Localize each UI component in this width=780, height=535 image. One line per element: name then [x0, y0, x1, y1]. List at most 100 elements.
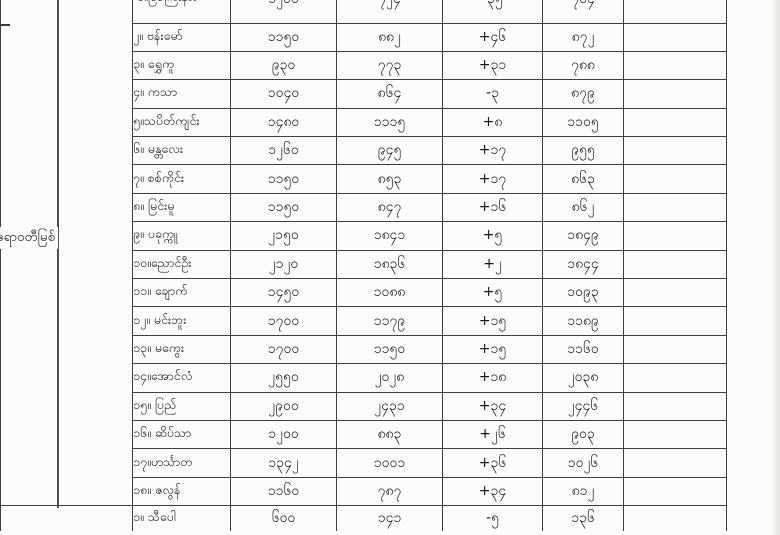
current-level-cell: ၇၇၃: [336, 50, 443, 81]
table-row: ဧရာဝတီမြစ်၁။မြစ်ကြီးနား၁၂၀၀၇၂၄-၃၅၇၀၄: [0, 0, 727, 507]
town-cell: ၁။မြစ်ကြီးနား: [132, 0, 231, 24]
water-level-table: ဧရာဝတီမြစ်၁။မြစ်ကြီးနား၁၂၀၀၇၂၄-၃၅၇၀၄၂။ ဗ…: [0, 0, 727, 531]
forecast-cell: ၈၁၂: [542, 476, 624, 507]
change-cell: +၅: [442, 278, 543, 308]
town-cell: ၁၈။ ဇလွန်: [132, 476, 231, 507]
forecast-cell: ၁၁၈၉: [542, 306, 624, 336]
empty-remarks-cell: [623, 221, 727, 251]
town-cell: ၇။ စစ်ကိုင်း: [132, 164, 231, 194]
danger-level-cell: ၁၁၅၀: [230, 22, 337, 52]
danger-level-cell: ၁၇၀၀: [230, 334, 337, 365]
empty-remarks-cell: [623, 448, 727, 478]
danger-level-cell-text: ၁၂၀၀: [231, 0, 336, 10]
forecast-cell-text: ၇၀၄: [543, 0, 623, 10]
empty-remarks-cell: [623, 505, 727, 531]
forecast-cell: ၈၇၂: [542, 22, 624, 52]
forecast-cell: ၇၀၄: [542, 0, 624, 24]
town-cell: ၁၀။ညောင်ဦး: [132, 249, 231, 280]
change-cell: +၁၇: [442, 164, 543, 194]
current-level-cell: ၈၅၃: [336, 164, 443, 194]
empty-remarks-cell: [623, 278, 727, 308]
town-cell: ၁၇။ဟင်္သာတ: [132, 448, 231, 478]
danger-level-cell: ၁၀၄၀: [230, 79, 337, 109]
forecast-cell: ၂၀၃၈: [542, 363, 624, 393]
empty-remarks-cell: [623, 50, 727, 81]
empty-remarks-cell: [623, 476, 727, 507]
current-level-cell: ၈၈၂: [336, 22, 443, 52]
table-row: ၂။ ဗန်းမော် ၁၁၅၀ ၈၈၂ +၄၆ ၈၇၂: [1, 22, 727, 52]
empty-remarks-cell: [623, 419, 727, 450]
town-cell-text: ၁။မြစ်ကြီးနား: [133, 0, 230, 8]
current-level-cell: ၇၈၇: [336, 476, 443, 507]
current-level-cell: ၂၄၃၁: [336, 391, 443, 421]
forecast-cell: ၁၈၄၉: [542, 221, 624, 251]
current-level-cell-text: ၇၂၄: [337, 0, 442, 10]
town-cell: ၂။ ဗန်းမော်: [132, 22, 231, 52]
forecast-cell: ၁၁၀၅: [542, 107, 624, 138]
town-cell: ၉။ ပခုက္ကူ: [132, 221, 231, 251]
table-row: ၁၆။ ဆိပ်သာ ၁၂၀၀ ၈၈၃ +၂၆ ၉၀၃: [1, 419, 727, 450]
change-cell: +၁၅: [442, 334, 543, 365]
forecast-cell: ၇၈၈: [542, 50, 624, 81]
empty-remarks-cell: [623, 391, 727, 421]
current-level-cell: ၁၁၁၅: [336, 107, 443, 138]
change-cell-text: -၃၅: [443, 0, 542, 10]
current-level-cell: ၉၄၅: [336, 136, 443, 166]
town-cell: ၁၂။ မင်းဘူး: [132, 306, 231, 336]
danger-level-cell: ၁၃၄၂: [230, 448, 337, 478]
change-cell: +၂၆: [442, 419, 543, 450]
danger-level-cell: ၁၁၅၀: [230, 164, 337, 194]
forecast-cell: ၈၇၉: [542, 79, 624, 109]
town-cell: ၆။ မန္တလေး: [132, 136, 231, 166]
danger-level-cell: ၂၉၀၀: [230, 391, 337, 421]
river-section2-cell: [0, 505, 133, 531]
current-level-cell: ၁၁၇၉: [336, 306, 443, 336]
change-cell: +၂: [442, 249, 543, 280]
table-row: ၁၈။ ဇလွန် ၁၁၆၀ ၇၈၇ +၃၄ ၈၁၂: [1, 476, 727, 507]
current-level-cell: ၁၀၈၈: [336, 278, 443, 308]
danger-level-cell: ၂၅၅၀: [230, 363, 337, 393]
danger-level-cell: ၁၇၀၀: [230, 306, 337, 336]
forecast-cell: ၁၃၆: [542, 505, 624, 531]
town-cell: ၈။ မြင်းမူ: [132, 192, 231, 223]
forecast-cell: ၁၀၂၆: [542, 448, 624, 478]
table-row: ၁။ သီပေါ ၆၀၀ ၁၄၁ -၅ ၁၃၆: [0, 505, 727, 531]
danger-level-cell: ၁၂၀၀: [230, 419, 337, 450]
table-row: ၄။ ကသာ ၁၀၄၀ ၈၆၄ -၃ ၈၇၉: [1, 79, 727, 109]
forecast-cell: ၈၆၃: [542, 164, 624, 194]
river-column-inner-rule: [57, 0, 59, 508]
forecast-cell: ၉၅၅: [542, 136, 624, 166]
current-level-cell: ၈၆၄: [336, 79, 443, 109]
danger-level-cell: ၁၁၆၀: [230, 476, 337, 507]
empty-remarks-cell: [623, 192, 727, 223]
empty-remarks-cell: [623, 0, 727, 24]
town-cell: ၃။ ရွှေကူ: [132, 50, 231, 81]
change-cell: +၃၄: [442, 391, 543, 421]
table-row: ၁၀။ညောင်ဦး ၂၁၂၀ ၁၈၃၆ +၂ ၁၈၄၄: [1, 249, 727, 280]
empty-remarks-cell: [623, 79, 727, 109]
change-cell: +၃၄: [442, 476, 543, 507]
town-cell: ၄။ ကသာ: [132, 79, 231, 109]
town-cell: ၁၄။အောင်လံ: [132, 363, 231, 393]
change-cell: +၈: [442, 107, 543, 138]
current-level-cell: ၁၈၃၆: [336, 249, 443, 280]
page-edge-shadow: [770, 0, 780, 535]
forecast-cell: ၁၁၆၀: [542, 334, 624, 365]
town-cell: ၁၅။ ပြည်: [132, 391, 231, 421]
river-name-label: ဧရာဝတီမြစ်: [0, 227, 59, 250]
danger-level-cell: ၁၄၈၀: [230, 107, 337, 138]
empty-remarks-cell: [623, 136, 727, 166]
river-name-cell: ဧရာဝတီမြစ်: [0, 0, 133, 507]
danger-level-cell: ၁၂၆၀: [230, 136, 337, 166]
danger-level-cell: ၁၂၀၀: [230, 0, 337, 24]
empty-remarks-cell: [623, 107, 727, 138]
table-row: ၅။သပိတ်ကျင်း ၁၄၈၀ ၁၁၁၅ +၈ ၁၁၀၅: [1, 107, 727, 138]
empty-remarks-cell: [623, 306, 727, 336]
table-row: ၁၁။ ချောက် ၁၄၅၀ ၁၀၈၈ +၅ ၁၀၉၃: [1, 278, 727, 308]
town-cell: ၁၆။ ဆိပ်သာ: [132, 419, 231, 450]
change-cell: +၁၈: [442, 363, 543, 393]
table-row: ၈။ မြင်းမူ ၁၁၅၀ ၈၄၇ +၁၆ ၈၆၂: [1, 192, 727, 223]
change-cell: +၄၆: [442, 22, 543, 52]
forecast-cell: ၁၀၉၃: [542, 278, 624, 308]
